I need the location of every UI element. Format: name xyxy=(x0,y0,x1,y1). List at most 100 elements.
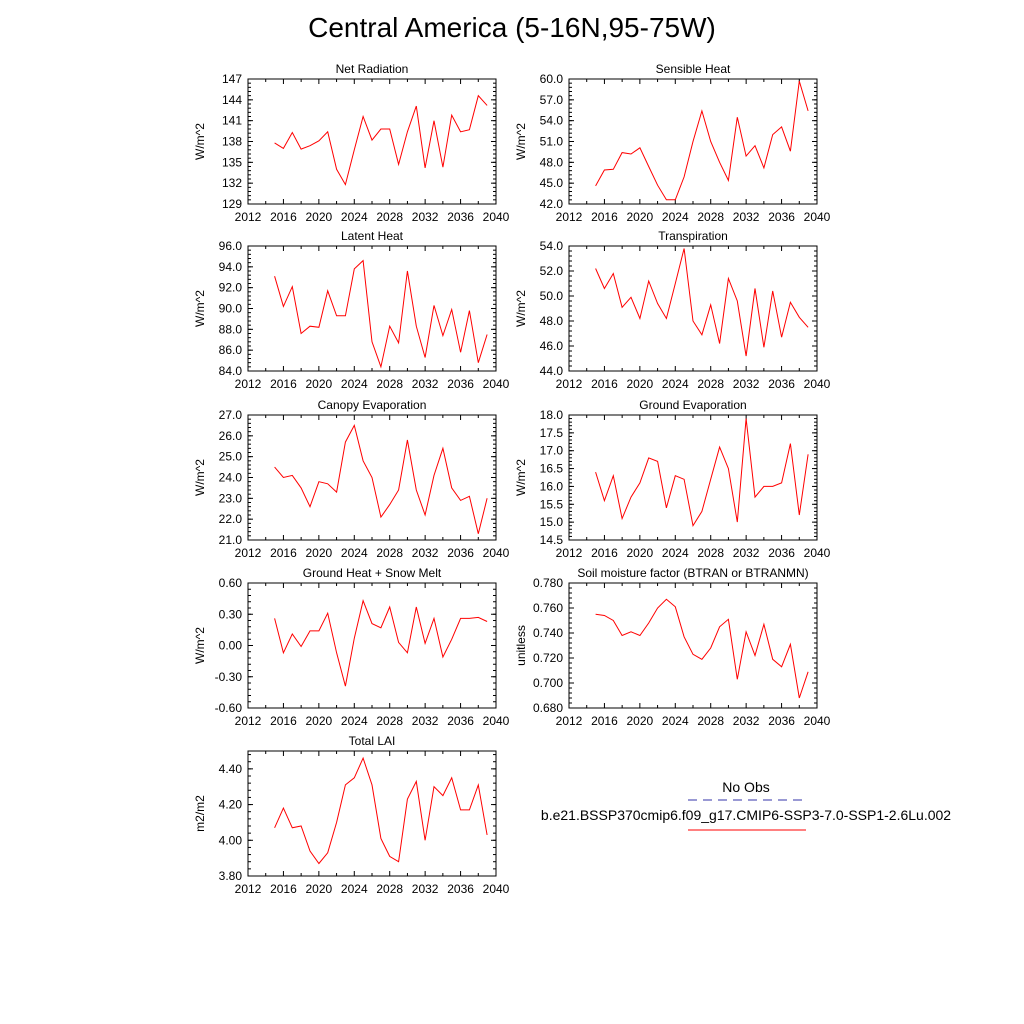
y-tick-label: 15.5 xyxy=(540,497,564,511)
x-tick-label: 2012 xyxy=(235,210,262,224)
y-tick-label: 94.0 xyxy=(219,260,243,274)
y-tick-label: 23.0 xyxy=(219,491,243,505)
x-tick-label: 2028 xyxy=(376,882,403,896)
panel-title: Soil moisture factor (BTRAN or BTRANMN) xyxy=(577,566,808,580)
y-tick-label: 51.0 xyxy=(540,135,564,149)
y-axis-label: m2/m2 xyxy=(193,795,207,832)
series-line xyxy=(274,599,488,687)
y-tick-label: 52.0 xyxy=(540,264,564,278)
x-tick-label: 2028 xyxy=(376,714,403,728)
legend-model-label: b.e21.BSSP370cmip6.f09_g17.CMIP6-SSP3-7.… xyxy=(541,807,951,823)
legend: No Obs b.e21.BSSP370cmip6.f09_g17.CMIP6-… xyxy=(541,779,951,831)
panel-ground-evaporation: Ground Evaporation W/m^2 2012 2016 2020 2024 2… xyxy=(514,398,831,560)
x-tick-label: 2012 xyxy=(556,210,583,224)
y-tick-label: 48.0 xyxy=(540,314,564,328)
y-tick-label: 44.0 xyxy=(540,364,564,378)
x-tick-label: 2024 xyxy=(341,377,368,391)
x-tick-label: 2032 xyxy=(412,714,439,728)
series-line xyxy=(274,94,488,186)
x-tick-label: 2032 xyxy=(733,714,760,728)
series-line xyxy=(595,598,809,699)
panel-sensible-heat: Sensible Heat W/m^2 2012 2016 2020 2024 2028 20… xyxy=(514,62,831,224)
y-tick-label: 24.0 xyxy=(219,471,243,485)
y-tick-label: 60.0 xyxy=(540,72,564,86)
panel-ground-heat-snow-melt: Ground Heat + Snow Melt W/m^2 2012 2016 2020… xyxy=(193,566,510,728)
y-tick-label: 88.0 xyxy=(219,322,243,336)
x-tick-label: 2024 xyxy=(662,546,689,560)
x-tick-label: 2036 xyxy=(768,210,795,224)
plot-frame xyxy=(247,582,497,709)
y-tick-label: 144 xyxy=(222,93,242,107)
y-tick-label: 15.0 xyxy=(540,515,564,529)
x-tick-label: 2040 xyxy=(804,546,831,560)
y-tick-label: 90.0 xyxy=(219,302,243,316)
y-tick-label: 54.0 xyxy=(540,239,564,253)
y-axis-label: unitless xyxy=(514,625,528,666)
x-tick-label: 2020 xyxy=(627,714,654,728)
x-tick-label: 2040 xyxy=(483,377,510,391)
x-tick-label: 2032 xyxy=(733,210,760,224)
y-tick-label: 14.5 xyxy=(540,533,564,547)
x-tick-label: 2020 xyxy=(627,210,654,224)
y-tick-label: 92.0 xyxy=(219,281,243,295)
x-tick-label: 2032 xyxy=(733,546,760,560)
x-tick-label: 2016 xyxy=(591,714,618,728)
x-tick-label: 2012 xyxy=(556,377,583,391)
y-tick-label: 0.720 xyxy=(533,651,563,665)
x-tick-label: 2020 xyxy=(306,882,333,896)
y-tick-label: 26.0 xyxy=(219,429,243,443)
x-tick-label: 2012 xyxy=(235,714,262,728)
y-tick-label: 18.0 xyxy=(540,408,564,422)
x-tick-label: 2028 xyxy=(376,210,403,224)
y-axis-label: W/m^2 xyxy=(514,290,528,327)
panel-latent-heat: Latent Heat W/m^2 2012 2016 2020 2024 2028 2032… xyxy=(193,229,510,391)
x-tick-label: 2032 xyxy=(412,546,439,560)
y-tick-label: 84.0 xyxy=(219,364,243,378)
x-tick-label: 2032 xyxy=(412,882,439,896)
x-tick-label: 2036 xyxy=(768,377,795,391)
y-tick-label: 0.780 xyxy=(533,576,563,590)
x-tick-label: 2024 xyxy=(662,377,689,391)
panel-canopy-evaporation: Canopy Evaporation W/m^2 2012 2016 2020 2024 2… xyxy=(193,398,510,560)
x-tick-label: 2012 xyxy=(235,546,262,560)
y-tick-label: 147 xyxy=(222,72,242,86)
x-tick-label: 2024 xyxy=(341,210,368,224)
y-tick-label: 0.700 xyxy=(533,676,563,690)
panel-soil-moisture-factor-btran-or-btranmn: Soil moisture factor (BTRAN or BTRANMN) u… xyxy=(514,566,831,728)
y-tick-label: 21.0 xyxy=(219,533,243,547)
x-tick-label: 2012 xyxy=(556,714,583,728)
x-tick-label: 2012 xyxy=(235,882,262,896)
x-tick-label: 2016 xyxy=(270,714,297,728)
panel-title: Sensible Heat xyxy=(656,62,731,76)
y-tick-label: 129 xyxy=(222,197,242,211)
y-tick-label: 0.740 xyxy=(533,626,563,640)
x-tick-label: 2016 xyxy=(270,210,297,224)
series-line xyxy=(274,259,488,369)
panel-title: Canopy Evaporation xyxy=(318,398,427,412)
panel-title: Ground Evaporation xyxy=(639,398,746,412)
y-tick-label: 22.0 xyxy=(219,512,243,526)
plot-frame xyxy=(568,414,818,541)
plot-frame xyxy=(568,582,818,709)
x-tick-label: 2012 xyxy=(235,377,262,391)
panel-title: Ground Heat + Snow Melt xyxy=(303,566,442,580)
x-tick-label: 2036 xyxy=(768,714,795,728)
y-tick-label: 50.0 xyxy=(540,289,564,303)
x-tick-label: 2036 xyxy=(447,546,474,560)
y-tick-label: 42.0 xyxy=(540,197,564,211)
x-tick-label: 2040 xyxy=(804,714,831,728)
panel-title: Transpiration xyxy=(658,229,728,243)
y-axis-label: W/m^2 xyxy=(514,459,528,496)
series-line xyxy=(274,756,488,865)
x-tick-label: 2040 xyxy=(483,882,510,896)
y-tick-label: 135 xyxy=(222,155,242,169)
y-axis-label: W/m^2 xyxy=(193,459,207,496)
y-tick-label: -0.60 xyxy=(215,701,243,715)
x-tick-label: 2040 xyxy=(804,377,831,391)
y-axis-label: W/m^2 xyxy=(193,627,207,664)
panel-net-radiation: Net Radiation W/m^2 2012 2016 2020 2024 2028 20… xyxy=(193,62,510,224)
x-tick-label: 2040 xyxy=(483,714,510,728)
plot-frame xyxy=(247,750,497,877)
x-tick-label: 2016 xyxy=(270,546,297,560)
